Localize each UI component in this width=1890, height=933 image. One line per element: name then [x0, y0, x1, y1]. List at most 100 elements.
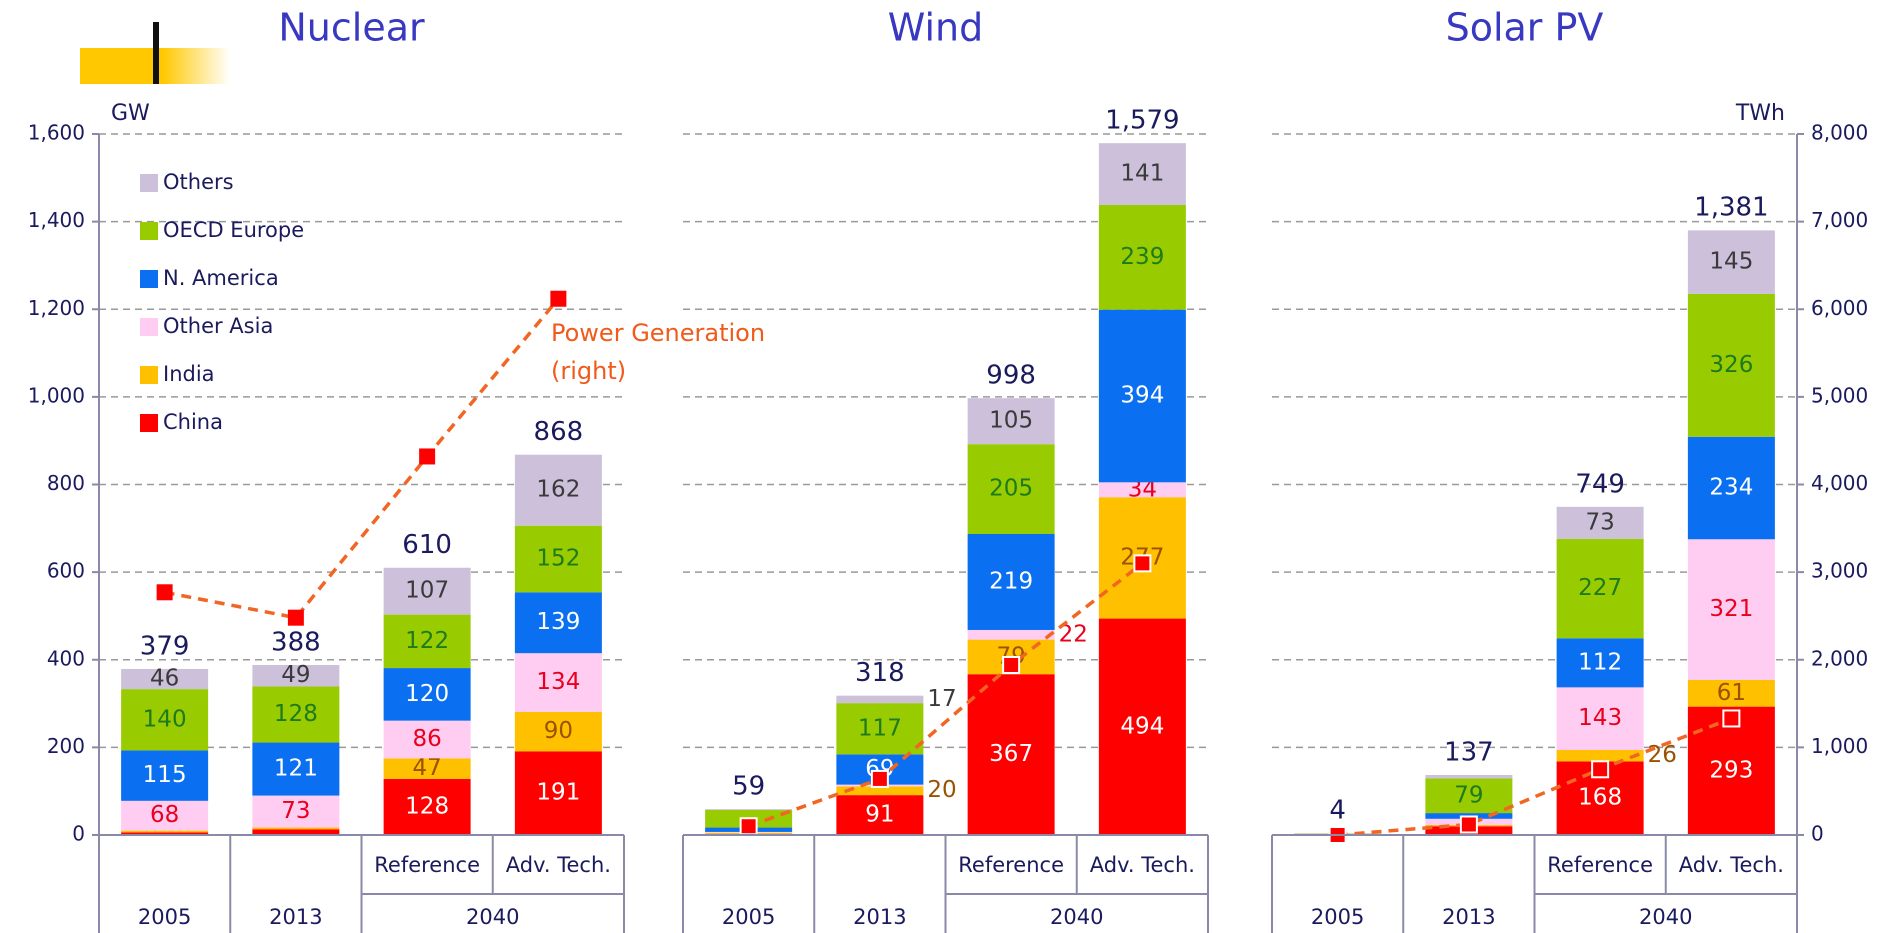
segment-label: 121	[274, 756, 318, 782]
segment-label: 107	[405, 578, 449, 604]
group-label: 2005	[722, 905, 775, 929]
segment-label: 494	[1120, 713, 1164, 739]
generation-marker	[1591, 760, 1610, 779]
total-label: 59	[732, 772, 765, 802]
segment-label: 90	[544, 718, 573, 744]
segment-label: 394	[1120, 382, 1164, 408]
y2-tick-label: 8,000	[1811, 121, 1868, 145]
segment-label: 234	[1709, 475, 1753, 501]
bar-segment	[1687, 293, 1775, 437]
y2-tick-label: 6,000	[1811, 296, 1868, 320]
group-label: 2013	[853, 905, 906, 929]
segment-label: 168	[1578, 785, 1622, 811]
group-label: 2013	[1442, 905, 1495, 929]
segment-label: 145	[1709, 249, 1753, 275]
bar-segment	[514, 592, 602, 654]
segment-label: 141	[1120, 161, 1164, 187]
segment-label: 68	[150, 802, 179, 828]
segment-label: 79	[1454, 782, 1483, 808]
legend-swatch	[140, 222, 158, 240]
bar-segment	[383, 614, 471, 669]
bar-segment	[967, 398, 1055, 445]
group-label: 2040	[1050, 905, 1103, 929]
bar-segment	[252, 829, 340, 835]
bar-segment	[1687, 679, 1775, 707]
segment-label: 112	[1578, 649, 1622, 675]
segment-label: 61	[1717, 680, 1746, 706]
bar-segment	[121, 668, 209, 690]
y-tick-label: 200	[47, 734, 85, 758]
bar-segment	[836, 795, 924, 835]
total-label: 998	[986, 360, 1036, 390]
bar-segment	[1556, 687, 1644, 751]
bar-segment	[252, 795, 340, 828]
y-tick-label: 1,000	[28, 383, 85, 407]
segment-label: 120	[405, 681, 449, 707]
bar-segment	[121, 830, 209, 833]
legend-label: China	[163, 410, 223, 434]
bar-segment	[836, 695, 924, 704]
generation-marker	[550, 290, 567, 307]
generation-marker	[1459, 815, 1478, 834]
bar-segment	[252, 686, 340, 743]
bar-segment	[121, 689, 209, 751]
legend-swatch	[140, 318, 158, 336]
y2-tick-label: 7,000	[1811, 208, 1868, 232]
y-tick-label: 1,200	[28, 296, 85, 320]
segment-label: 293	[1709, 757, 1753, 783]
bar-segment	[514, 751, 602, 835]
bar-segment	[1425, 774, 1513, 779]
legend-swatch	[140, 366, 158, 384]
y-tick-label: 1,400	[28, 208, 85, 232]
segment-label: 20	[927, 777, 956, 803]
segment-label: 47	[412, 755, 441, 781]
bar-segment	[967, 674, 1055, 835]
y-tick-label: 0	[72, 822, 85, 846]
bar-segment	[383, 720, 471, 759]
segment-label: 17	[927, 686, 956, 712]
segment-label: 73	[1585, 509, 1614, 535]
bar-segment	[514, 454, 602, 526]
bar-segment	[1098, 482, 1186, 498]
y2-tick-label: 3,000	[1811, 559, 1868, 583]
bar-segment	[1687, 230, 1775, 294]
legend-label: N. America	[163, 266, 279, 290]
total-label: 749	[1575, 469, 1625, 499]
bar-segment	[1687, 436, 1775, 540]
segment-label: 105	[989, 408, 1033, 434]
group-label: 2005	[1311, 905, 1364, 929]
generation-marker	[156, 584, 173, 601]
logo-bar	[153, 22, 159, 84]
bar-segment	[967, 534, 1055, 630]
group-label: 2040	[466, 905, 519, 929]
generation-marker	[1722, 709, 1741, 728]
segment-label: 140	[143, 706, 187, 732]
bar-segment	[383, 567, 471, 615]
segment-label: 321	[1709, 596, 1753, 622]
bar-segment	[383, 758, 471, 779]
generation-line	[748, 561, 1144, 828]
generation-marker	[287, 609, 304, 626]
bar-segment	[121, 832, 209, 835]
y-tick-label: 800	[47, 471, 85, 495]
group-label: 2040	[1639, 905, 1692, 929]
bar-segment	[1556, 750, 1644, 762]
bar-segment	[1098, 204, 1186, 310]
bar-segment	[121, 750, 209, 801]
segment-label: 46	[150, 666, 179, 692]
bar-segment	[836, 703, 924, 755]
segment-label: 367	[989, 741, 1033, 767]
y2-tick-label: 4,000	[1811, 471, 1868, 495]
bar-segment	[252, 742, 340, 796]
bar-segment	[1098, 143, 1186, 205]
generation-marker	[1002, 656, 1021, 675]
y2-tick-label: 0	[1811, 822, 1824, 846]
segment-label: 219	[989, 568, 1033, 594]
legend-swatch	[140, 174, 158, 192]
y-axis-unit: GW	[111, 101, 150, 126]
segment-label: 326	[1709, 352, 1753, 378]
legend-label: India	[163, 362, 215, 386]
y-tick-label: 1,600	[28, 121, 85, 145]
segment-label: 128	[274, 701, 318, 727]
